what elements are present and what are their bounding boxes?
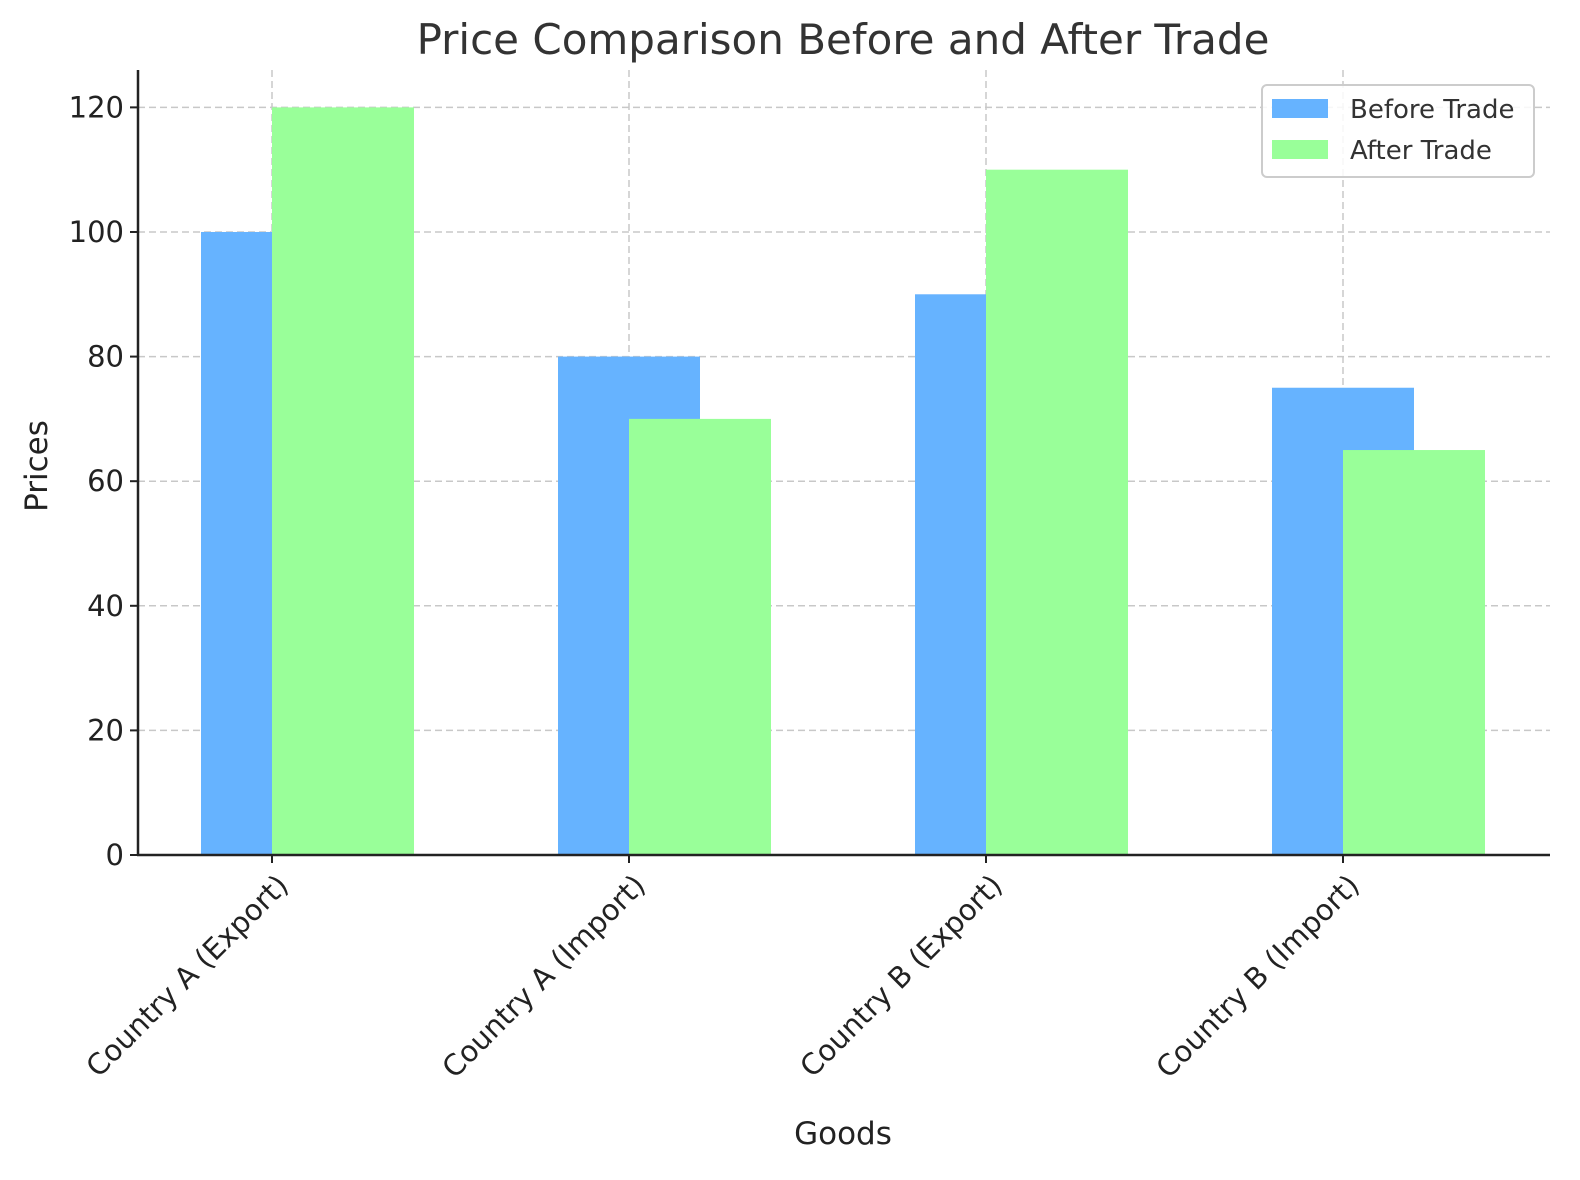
y-tick-label: 80 xyxy=(87,340,124,374)
y-tick-label: 40 xyxy=(87,589,124,623)
y-tick-label: 100 xyxy=(69,215,124,249)
axes xyxy=(136,70,1550,857)
x-axis-ticks: Country A (Export) Country A (Import) Coun… xyxy=(79,855,1366,1085)
bar-after-trade xyxy=(272,107,414,855)
x-tick-label: Country B (Import) xyxy=(1149,868,1366,1085)
x-tick-label: Country B (Export) xyxy=(793,868,1009,1084)
y-tick-label: 120 xyxy=(69,90,124,124)
bar-after-trade xyxy=(1343,450,1485,855)
legend-label: Before Trade xyxy=(1350,95,1514,125)
y-tick-label: 60 xyxy=(87,464,124,498)
x-axis-label: Goods xyxy=(794,1116,892,1152)
bar-after-trade xyxy=(986,169,1128,855)
legend: Before Trade After Trade xyxy=(1261,84,1535,178)
y-axis-label: Prices xyxy=(19,420,55,512)
legend-swatch xyxy=(1272,140,1328,159)
y-tick-label: 0 xyxy=(106,838,124,872)
legend-frame xyxy=(1261,84,1535,178)
y-tick-label: 20 xyxy=(87,713,124,747)
y-axis-ticks: 0 20 40 60 80 100 120 xyxy=(69,90,138,872)
chart-title: Price Comparison Before and After Trade xyxy=(417,15,1270,64)
legend-label: After Trade xyxy=(1350,136,1492,166)
bar-after-trade xyxy=(629,418,771,855)
x-tick-label: Country A (Export) xyxy=(79,868,295,1084)
x-tick-label: Country A (Import) xyxy=(435,868,652,1085)
legend-swatch xyxy=(1272,99,1328,118)
bars xyxy=(201,107,1485,855)
